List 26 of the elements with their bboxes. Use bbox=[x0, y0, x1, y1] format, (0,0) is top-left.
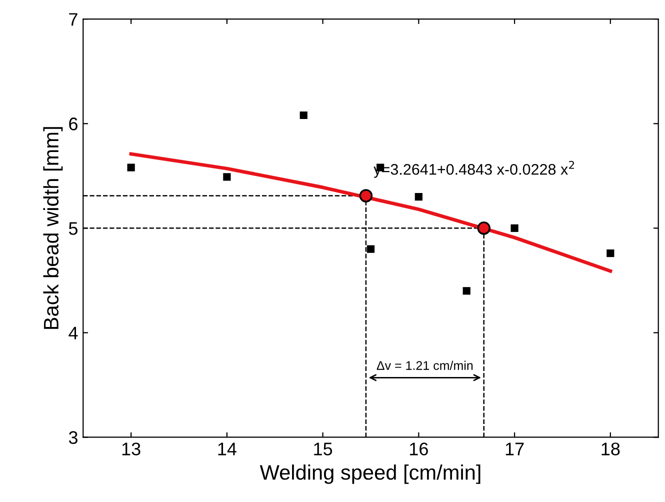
point bbox=[606, 249, 614, 258]
annotation: y=3.2641+0.4843 x-0.0228 x$^{2}$ bbox=[374, 160, 574, 178]
x-tick-label: 14 bbox=[218, 442, 236, 456]
point bbox=[477, 222, 491, 235]
point bbox=[462, 287, 470, 295]
point bbox=[366, 245, 375, 253]
y-tick-label: 4 bbox=[68, 326, 78, 340]
point bbox=[359, 189, 373, 202]
y-tick-label: 3 bbox=[68, 431, 78, 444]
point bbox=[414, 192, 422, 201]
x-tick-label: 17 bbox=[506, 442, 524, 456]
point bbox=[300, 111, 308, 120]
line-series bbox=[129, 152, 612, 273]
point bbox=[127, 164, 135, 172]
y-tick-label: 5 bbox=[68, 222, 78, 235]
x-tick-label: 15 bbox=[314, 442, 332, 456]
annotation: Δv = 1.21 cm/min bbox=[376, 360, 473, 370]
point bbox=[510, 224, 518, 232]
y-tick-label: 6 bbox=[69, 118, 78, 130]
y-axis-title: Back bead width [mm] bbox=[43, 127, 63, 329]
x-axis-title: Welding speed [cm/min] bbox=[260, 464, 480, 484]
y-tick-label: 7 bbox=[69, 13, 78, 26]
x-tick-label: 18 bbox=[602, 442, 620, 456]
point bbox=[223, 173, 231, 181]
x-tick-label: 16 bbox=[410, 442, 428, 456]
x-tick-label: 13 bbox=[122, 442, 140, 456]
